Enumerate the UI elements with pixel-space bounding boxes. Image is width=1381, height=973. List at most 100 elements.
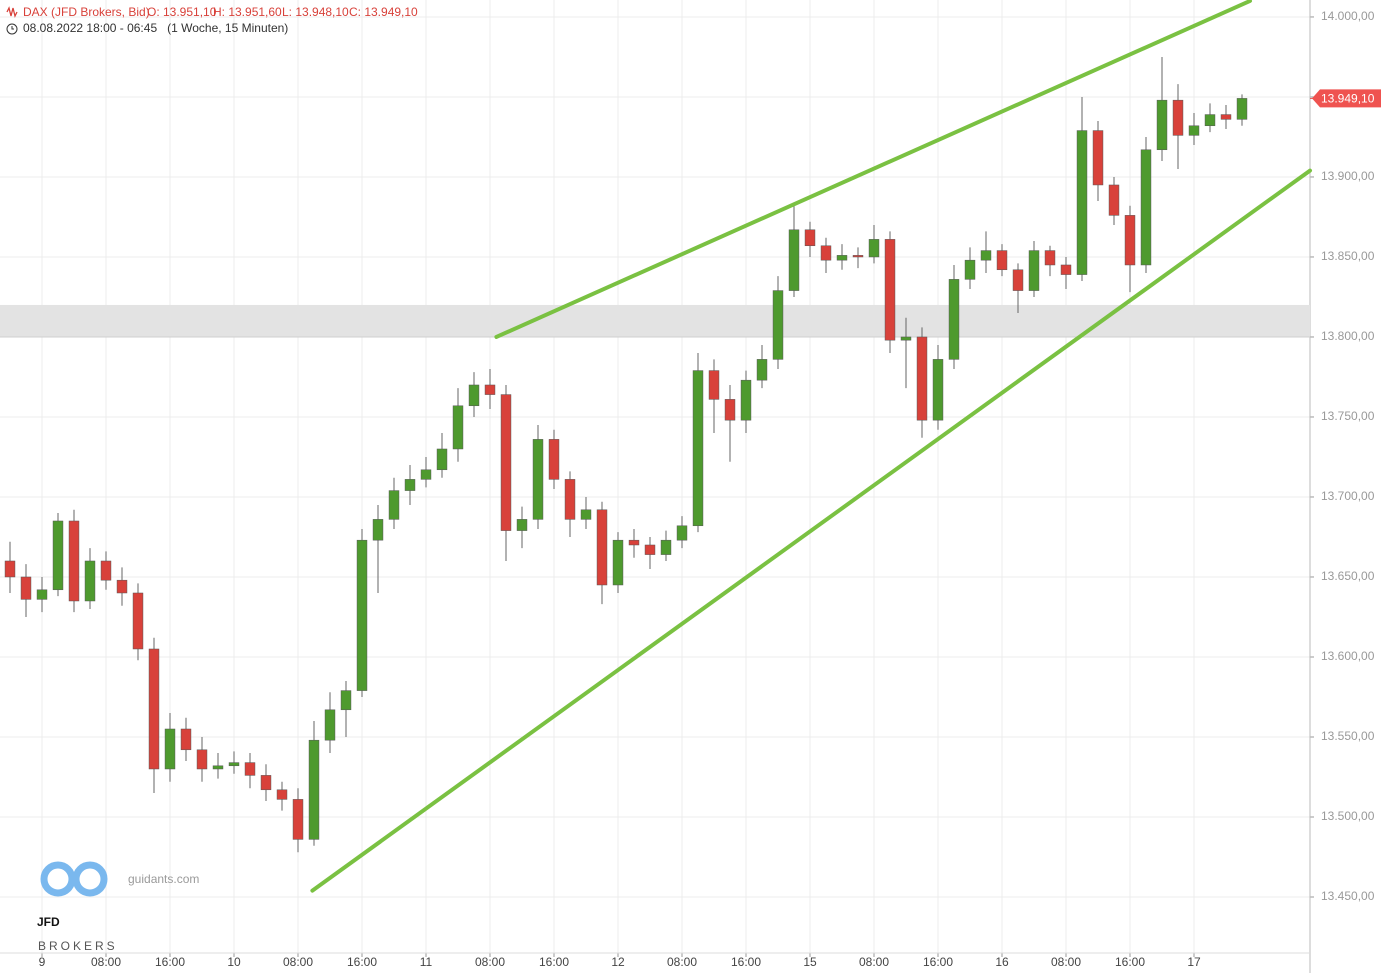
candle-body <box>500 394 512 531</box>
candle-body <box>148 648 160 770</box>
x-tick-label: 11 <box>420 955 433 969</box>
candle-body <box>212 765 224 770</box>
candle-body <box>996 250 1008 271</box>
x-tick-label: 16:00 <box>731 955 761 969</box>
candle-body <box>1220 114 1232 120</box>
candle-body <box>548 439 560 480</box>
y-tick-label: 13.850,00 <box>1321 249 1375 263</box>
close-value: C: 13.949,10 <box>349 5 418 19</box>
candle-body <box>772 290 784 360</box>
x-tick-label: 08:00 <box>283 955 313 969</box>
x-tick-label: 15 <box>803 955 817 969</box>
candle-body <box>1108 184 1120 216</box>
candle-body <box>1044 250 1056 266</box>
candle-body <box>324 709 336 741</box>
candle-body <box>676 525 688 541</box>
candle-body <box>308 739 320 840</box>
instrument: DAX (JFD Brokers, Bid) <box>23 5 150 19</box>
candle-body <box>644 544 656 555</box>
x-tick-label: 08:00 <box>91 955 121 969</box>
trendline <box>310 168 1312 893</box>
series-icon <box>6 6 18 18</box>
x-tick-label: 16:00 <box>539 955 569 969</box>
candle-body <box>436 448 448 471</box>
candle-body <box>228 762 240 767</box>
candle-body <box>1060 264 1072 275</box>
candle-body <box>1236 98 1248 120</box>
y-tick-label: 13.550,00 <box>1321 729 1375 743</box>
candle-body <box>1172 99 1184 136</box>
candle-body <box>660 539 672 555</box>
x-tick-label: 16:00 <box>923 955 953 969</box>
candle-body <box>276 789 288 800</box>
candle-body <box>340 690 352 711</box>
logo: guidants.com JFD BROKERS <box>37 861 199 953</box>
candle-body <box>1204 114 1216 127</box>
candle-body <box>452 405 464 450</box>
candle-body <box>804 229 816 247</box>
y-tick-label: 13.450,00 <box>1321 889 1375 903</box>
candle-body <box>372 519 384 541</box>
candle-body <box>180 728 192 751</box>
candle-body <box>420 469 432 480</box>
candle-body <box>580 509 592 520</box>
resistance-zone <box>0 304 1310 337</box>
candle-body <box>244 762 256 776</box>
candle-body <box>356 539 368 691</box>
candle-body <box>468 384 480 407</box>
candle-body <box>84 560 96 602</box>
y-tick-label: 13.900,00 <box>1321 169 1375 183</box>
candle-body <box>36 589 48 600</box>
candle-body <box>1124 215 1136 266</box>
y-tick-label: 13.650,00 <box>1321 569 1375 583</box>
period: 08.08.2022 18:00 - 06:45 (1 Woche, 15 Mi… <box>23 21 288 35</box>
logo-ring <box>72 861 108 897</box>
y-tick-label: 13.600,00 <box>1321 649 1375 663</box>
candle-body <box>132 592 144 650</box>
x-tick-label: 17 <box>1187 955 1201 969</box>
x-tick-label: 10 <box>227 955 241 969</box>
x-tick-label: 16:00 <box>155 955 185 969</box>
candle-body <box>900 336 912 341</box>
candle-body <box>708 370 720 400</box>
y-tick-label: 13.500,00 <box>1321 809 1375 823</box>
candle-body <box>964 259 976 280</box>
candle-body <box>1140 149 1152 266</box>
candle-body <box>532 439 544 520</box>
candle-body <box>948 279 960 360</box>
x-tick-label: 08:00 <box>667 955 697 969</box>
candle-body <box>292 799 304 840</box>
candle-body <box>4 560 16 578</box>
high-value: H: 13.951,60 <box>213 5 282 19</box>
open-value: O: 13.951,10 <box>147 5 217 19</box>
candle-body <box>116 579 128 594</box>
candle-body <box>916 336 928 421</box>
logo-ring <box>40 861 76 897</box>
candle-body <box>788 229 800 291</box>
candle-body <box>756 359 768 381</box>
candle-body <box>100 560 112 581</box>
low-value: L: 13.948,10 <box>282 5 349 19</box>
y-tick-label: 14.000,00 <box>1321 9 1375 23</box>
candle-body <box>1028 250 1040 291</box>
candle-body <box>836 255 848 261</box>
candle-body <box>612 539 624 586</box>
x-tick-label: 12 <box>611 955 625 969</box>
candle-body <box>484 384 496 395</box>
logo-brand: JFD <box>37 915 60 929</box>
x-tick-label: 16:00 <box>1115 955 1145 969</box>
x-tick-label: 08:00 <box>475 955 505 969</box>
candle-body <box>852 255 864 258</box>
candle-body <box>404 479 416 491</box>
y-tick-label: 13.700,00 <box>1321 489 1375 503</box>
last-price-tag <box>1312 89 1381 108</box>
candle-body <box>820 245 832 261</box>
x-tick-label: 08:00 <box>1051 955 1081 969</box>
candle-body <box>884 239 896 341</box>
trendline <box>494 0 1252 339</box>
x-tick-label: 08:00 <box>859 955 889 969</box>
candle-body <box>980 250 992 261</box>
